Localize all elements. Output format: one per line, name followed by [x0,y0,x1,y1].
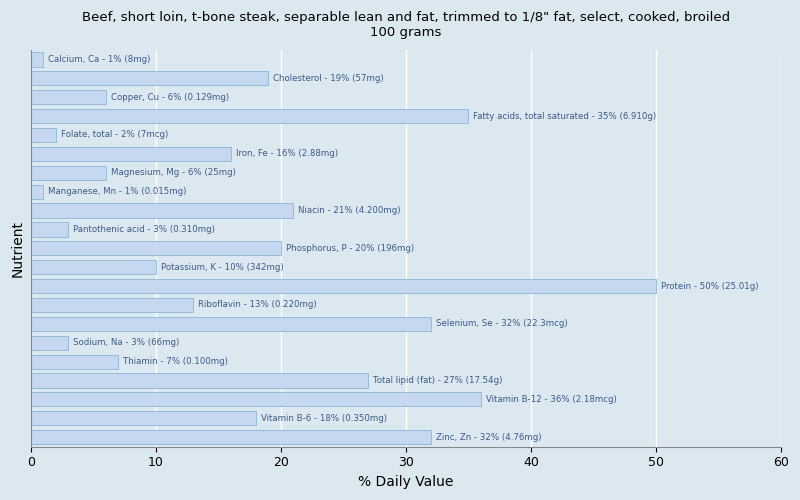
Bar [30,241,281,256]
Text: Fatty acids, total saturated - 35% (6.910g): Fatty acids, total saturated - 35% (6.91… [474,112,657,120]
Bar [30,166,106,180]
Text: Riboflavin - 13% (0.220mg): Riboflavin - 13% (0.220mg) [198,300,317,310]
Bar [30,52,43,66]
Bar [30,71,268,86]
Text: Sodium, Na - 3% (66mg): Sodium, Na - 3% (66mg) [73,338,179,347]
Text: Manganese, Mn - 1% (0.015mg): Manganese, Mn - 1% (0.015mg) [48,187,186,196]
Text: Iron, Fe - 16% (2.88mg): Iron, Fe - 16% (2.88mg) [236,150,338,158]
Text: Thiamin - 7% (0.100mg): Thiamin - 7% (0.100mg) [123,357,228,366]
Text: Vitamin B-12 - 36% (2.18mcg): Vitamin B-12 - 36% (2.18mcg) [486,395,617,404]
Bar [30,430,431,444]
Text: Zinc, Zn - 32% (4.76mg): Zinc, Zn - 32% (4.76mg) [436,432,542,442]
Bar [30,222,68,236]
Text: Potassium, K - 10% (342mg): Potassium, K - 10% (342mg) [161,262,283,272]
Text: Pantothenic acid - 3% (0.310mg): Pantothenic acid - 3% (0.310mg) [73,225,215,234]
Bar [30,147,230,161]
Bar [30,204,294,218]
X-axis label: % Daily Value: % Daily Value [358,475,454,489]
Bar [30,317,431,331]
Bar [30,374,368,388]
Bar [30,109,468,123]
Y-axis label: Nutrient: Nutrient [11,220,25,277]
Text: Niacin - 21% (4.200mg): Niacin - 21% (4.200mg) [298,206,401,215]
Bar [30,260,156,274]
Bar [30,128,56,142]
Text: Selenium, Se - 32% (22.3mcg): Selenium, Se - 32% (22.3mcg) [436,320,567,328]
Text: Total lipid (fat) - 27% (17.54g): Total lipid (fat) - 27% (17.54g) [374,376,502,385]
Bar [30,411,256,426]
Bar [30,184,43,198]
Bar [30,392,481,406]
Bar [30,90,106,104]
Text: Folate, total - 2% (7mcg): Folate, total - 2% (7mcg) [61,130,168,140]
Text: Calcium, Ca - 1% (8mg): Calcium, Ca - 1% (8mg) [48,55,150,64]
Text: Copper, Cu - 6% (0.129mg): Copper, Cu - 6% (0.129mg) [110,92,229,102]
Bar [30,336,68,350]
Bar [30,354,118,368]
Text: Cholesterol - 19% (57mg): Cholesterol - 19% (57mg) [274,74,384,83]
Title: Beef, short loin, t-bone steak, separable lean and fat, trimmed to 1/8" fat, sel: Beef, short loin, t-bone steak, separabl… [82,11,730,39]
Text: Magnesium, Mg - 6% (25mg): Magnesium, Mg - 6% (25mg) [110,168,235,177]
Bar [30,298,194,312]
Text: Phosphorus, P - 20% (196mg): Phosphorus, P - 20% (196mg) [286,244,414,253]
Bar [30,279,656,293]
Text: Protein - 50% (25.01g): Protein - 50% (25.01g) [661,282,758,290]
Text: Vitamin B-6 - 18% (0.350mg): Vitamin B-6 - 18% (0.350mg) [261,414,386,423]
